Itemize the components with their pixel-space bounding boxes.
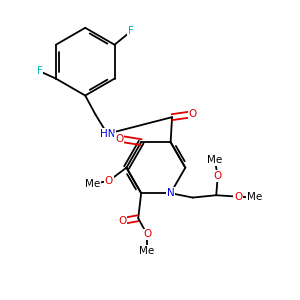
Text: Me: Me: [207, 155, 222, 165]
Text: O: O: [214, 171, 222, 181]
Text: O: O: [105, 176, 113, 186]
Text: N: N: [167, 188, 175, 198]
Text: Me: Me: [85, 179, 100, 189]
Text: Me: Me: [140, 246, 155, 256]
Text: O: O: [115, 134, 123, 144]
Text: O: O: [118, 216, 126, 226]
Text: F: F: [128, 26, 134, 37]
Text: F: F: [37, 66, 43, 76]
Text: HN: HN: [100, 129, 115, 139]
Text: O: O: [189, 109, 197, 119]
Text: Me: Me: [247, 192, 262, 202]
Text: O: O: [143, 230, 151, 239]
Text: O: O: [234, 192, 242, 202]
